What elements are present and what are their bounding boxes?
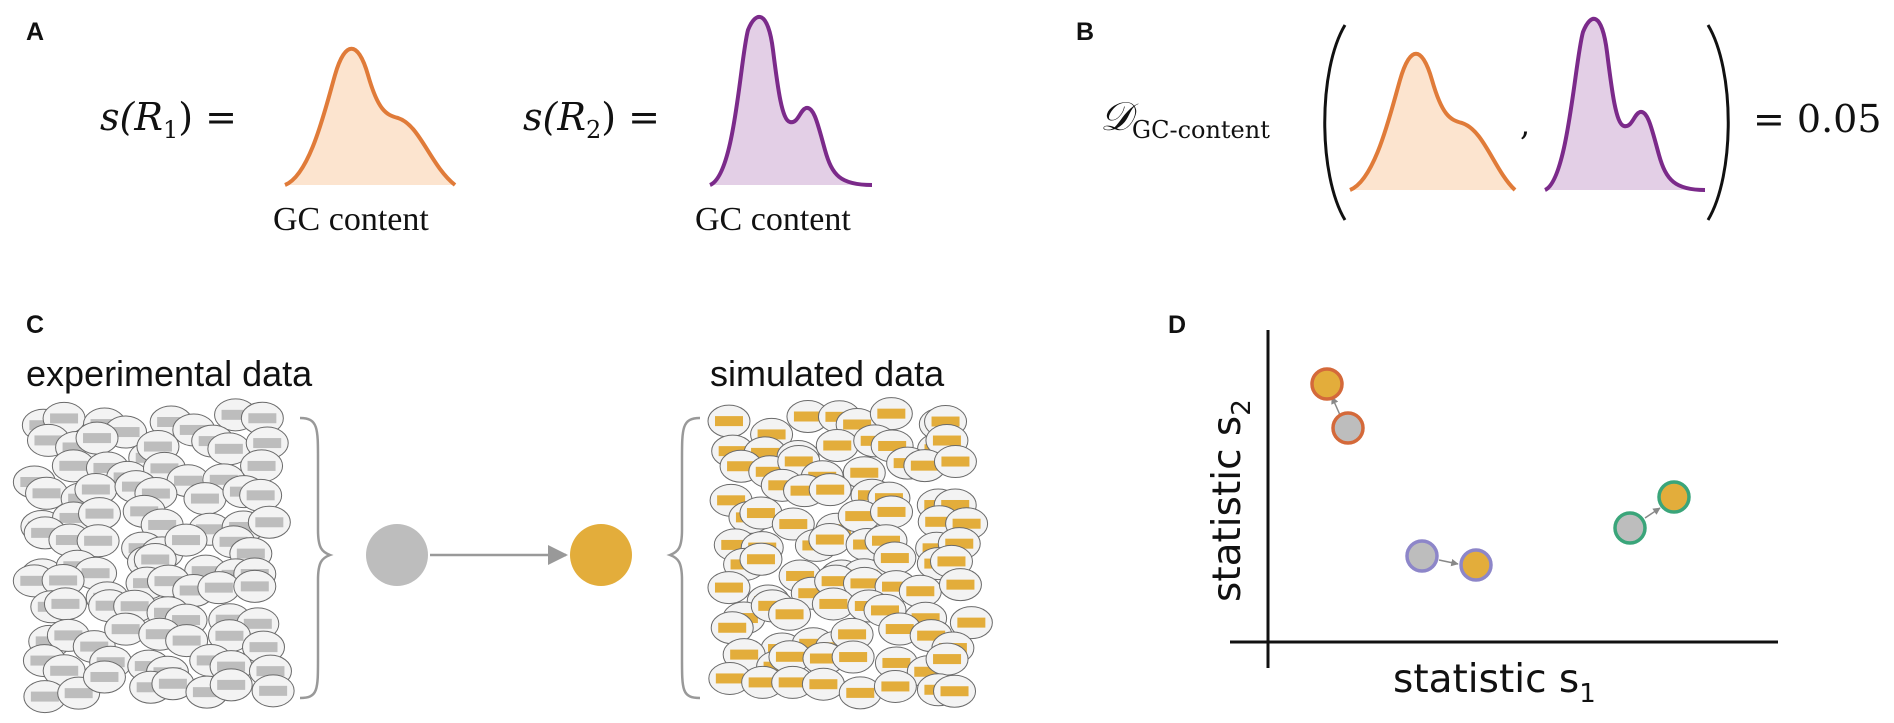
left-paren <box>1323 24 1347 221</box>
panel-label-d: D <box>1168 311 1186 339</box>
distance-subscript: GC-content <box>1132 116 1270 144</box>
separator-comma: , <box>1520 105 1530 143</box>
gc-curve-r2 <box>708 14 873 187</box>
equation-variable: R <box>133 95 163 139</box>
experimental-brace-icon <box>299 416 334 700</box>
point-green-simulated <box>1657 480 1691 514</box>
gray-read-ellipse-icon <box>75 421 119 455</box>
distance-curve-1-line <box>1349 51 1517 192</box>
simulated-summary-node <box>570 524 632 586</box>
svg-text:s(R2) =: s(R2) = <box>523 95 660 144</box>
point-pair-orange-link <box>1331 396 1341 416</box>
equation-function: s( <box>100 95 136 139</box>
gray-read-ellipse-icon <box>164 523 208 557</box>
gray-read-ellipse-icon <box>209 668 253 702</box>
gold-read-ellipse-icon <box>873 541 917 575</box>
gold-read-ellipse-icon <box>707 571 751 605</box>
distance-curve-1-fill <box>1350 53 1515 190</box>
gc-content-label-1: GC content <box>273 201 429 238</box>
distance-curve-2-fill <box>1545 18 1705 190</box>
gold-read-ellipse-icon <box>831 640 875 674</box>
gold-read-ellipse-icon <box>801 667 845 701</box>
gold-read-ellipse-icon <box>707 404 751 438</box>
gray-read-ellipse-icon <box>247 505 291 539</box>
gold-read-ellipse-icon <box>815 429 859 463</box>
gc-curve-r1-line <box>284 46 457 187</box>
equation-subscript: 2 <box>586 116 601 144</box>
distance-result: = 0.05 <box>1753 97 1882 141</box>
simulated-data-label: simulated data <box>710 353 945 394</box>
y-axis-label: statistic s2 <box>1205 399 1257 602</box>
gold-read-ellipse-icon <box>873 669 917 703</box>
x-axis-label-text: statistic s <box>1393 657 1579 702</box>
point-pair-lavender <box>1405 539 1493 582</box>
point-pair-orange <box>1310 367 1365 445</box>
experimental-data-label: experimental data <box>26 353 313 394</box>
point-pair-lavender-link <box>1438 558 1459 567</box>
equation-subscript: 1 <box>163 116 178 144</box>
y-axis-label-text: statistic s <box>1205 416 1250 602</box>
gold-read-ellipse-icon <box>739 542 783 576</box>
gold-read-ellipse-icon <box>933 445 977 479</box>
gold-read-ellipse-icon <box>870 495 914 529</box>
gray-read-ellipse-icon <box>151 667 195 701</box>
gold-read-ellipse-icon <box>925 642 969 676</box>
gold-read-ellipse-icon <box>933 674 977 708</box>
experimental-summary-node <box>366 524 428 586</box>
point-pair-green-link <box>1644 507 1661 519</box>
point-green-observed <box>1613 511 1647 545</box>
gray-read-ellipse-icon <box>183 482 227 516</box>
equation-close: ) = <box>601 95 660 139</box>
equation-s-r1: s(R1) = <box>100 95 237 144</box>
svg-text:s(R1) =: s(R1) = <box>100 95 237 144</box>
x-axis-label: statistic s1 <box>1393 657 1596 709</box>
gray-read-ellipse-icon <box>76 524 120 558</box>
gray-read-ellipse-icon <box>233 569 277 603</box>
distance-curve-2-line <box>1543 16 1706 192</box>
panel-label-b: B <box>1076 18 1094 46</box>
gc-curve-r1-fill <box>285 48 455 185</box>
experimental-data-cluster <box>12 398 295 714</box>
gold-read-ellipse-icon <box>869 397 913 431</box>
gold-read-ellipse-icon <box>808 473 852 507</box>
gc-curve-r1 <box>284 46 457 187</box>
gold-read-ellipse-icon <box>938 568 982 602</box>
distance-expression: 𝒟GC-content <box>1100 94 1270 144</box>
gold-read-ellipse-icon <box>741 665 785 699</box>
equation-close: ) = <box>178 95 237 139</box>
gold-read-ellipse-icon <box>808 523 852 557</box>
panel-label-a: A <box>26 18 44 46</box>
distance-curve-1 <box>1349 51 1517 192</box>
x-axis-label-subscript: 1 <box>1579 679 1596 709</box>
y-axis-label-subscript: 2 <box>1227 399 1257 416</box>
gray-read-ellipse-icon <box>82 660 126 694</box>
equation-function: s( <box>523 95 559 139</box>
gold-read-ellipse-icon <box>949 606 993 640</box>
equation-variable: R <box>556 95 586 139</box>
distance-curve-2 <box>1543 16 1706 192</box>
right-paren <box>1706 24 1730 221</box>
panel-label-c: C <box>26 311 44 339</box>
svg-text:𝒟GC-content: 𝒟GC-content <box>1100 94 1270 144</box>
equation-s-r2: s(R2) = <box>523 95 660 144</box>
gray-read-ellipse-icon <box>251 674 295 708</box>
point-orange-observed <box>1331 411 1365 445</box>
gold-read-ellipse-icon <box>768 597 812 631</box>
gc-curve-r2-fill <box>710 16 872 185</box>
gc-curve-r2-line <box>708 14 873 187</box>
simulated-data-cluster <box>707 397 993 710</box>
gray-read-ellipse-icon <box>43 587 87 621</box>
gc-content-label-2: GC content <box>695 201 851 238</box>
point-lavender-simulated <box>1459 548 1493 582</box>
point-orange-simulated <box>1310 367 1344 401</box>
point-pair-green <box>1613 480 1691 545</box>
simulated-brace-icon <box>666 416 701 700</box>
point-lavender-observed <box>1405 539 1439 573</box>
